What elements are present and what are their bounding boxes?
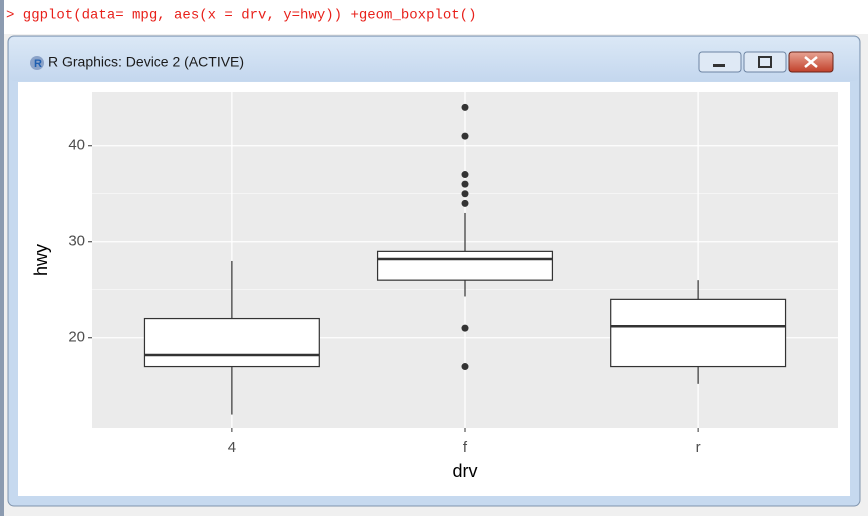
chart: 20 30 40 4 f r bbox=[68, 92, 838, 456]
r-icon bbox=[30, 56, 44, 70]
x-tick-label: f bbox=[463, 439, 468, 456]
outlier bbox=[461, 199, 469, 207]
maximize-button[interactable] bbox=[743, 51, 787, 73]
console-command: > ggplot(data= mpg, aes(x = drv, y=hwy))… bbox=[6, 8, 476, 24]
y-tick-label: 40 bbox=[68, 137, 85, 154]
title-bar bbox=[9, 37, 859, 81]
box bbox=[610, 298, 787, 368]
close-icon bbox=[804, 56, 818, 68]
y-tick-label: 20 bbox=[68, 329, 85, 346]
outlier bbox=[461, 103, 469, 111]
maximize-icon bbox=[758, 56, 772, 68]
minimize-button[interactable] bbox=[698, 51, 742, 73]
y-axis-label: hwy bbox=[31, 244, 51, 276]
box bbox=[143, 317, 320, 368]
outlier bbox=[461, 324, 469, 332]
outlier bbox=[461, 190, 469, 198]
minimize-icon bbox=[713, 64, 725, 67]
x-axis-label: drv bbox=[452, 461, 477, 481]
x-tick-label: 4 bbox=[228, 439, 236, 456]
window-title: R Graphics: Device 2 (ACTIVE) bbox=[48, 54, 244, 70]
x-tick-label: r bbox=[696, 439, 701, 456]
outlier bbox=[461, 180, 469, 188]
console bbox=[0, 0, 868, 34]
outlier bbox=[461, 171, 469, 179]
y-tick-label: 30 bbox=[68, 233, 85, 250]
outlier bbox=[461, 363, 469, 371]
outlier bbox=[461, 132, 469, 140]
console-edge bbox=[0, 0, 4, 516]
box bbox=[376, 250, 554, 281]
r-icon-letter: R bbox=[34, 58, 42, 70]
